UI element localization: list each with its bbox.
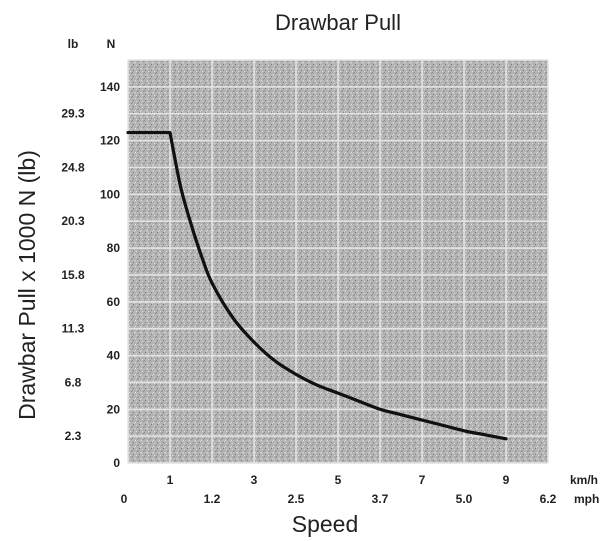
x-kmh-tick-labels: 1 3 5 7 9 (167, 473, 510, 487)
unit-kmh-label: km/h (570, 473, 598, 487)
chart-title: Drawbar Pull (275, 10, 401, 35)
x-mph-tick-label: 0 (121, 492, 128, 506)
unit-mph-label: mph (574, 492, 599, 506)
x-kmh-tick-label: 9 (503, 473, 510, 487)
x-kmh-tick-label: 5 (335, 473, 342, 487)
y-lb-tick-label: 2.3 (65, 429, 82, 443)
x-mph-tick-labels: 0 1.2 2.5 3.7 5.0 6.2 (121, 492, 557, 506)
y-tick-label: 40 (107, 349, 121, 363)
y-lb-tick-label: 24.8 (61, 160, 85, 174)
y-lb-tick-label: 15.8 (61, 268, 85, 282)
unit-lb-header: lb (68, 37, 79, 51)
x-mph-tick-label: 3.7 (372, 492, 389, 506)
y-tick-label: 120 (100, 134, 120, 148)
x-kmh-tick-label: 7 (419, 473, 426, 487)
y-tick-label: 140 (100, 80, 120, 94)
grid (127, 59, 549, 464)
x-mph-tick-label: 5.0 (456, 492, 473, 506)
y-tick-labels: 0 20 40 60 80 100 120 140 (100, 80, 120, 470)
y-lb-tick-label: 29.3 (61, 107, 85, 121)
series-line (126, 130, 508, 441)
x-axis-label: Speed (292, 511, 359, 537)
y-lb-tick-label: 20.3 (61, 214, 85, 228)
y-tick-label: 60 (107, 295, 121, 309)
x-mph-tick-label: 1.2 (204, 492, 221, 506)
unit-n-header: N (107, 37, 116, 51)
x-mph-tick-label: 6.2 (540, 492, 557, 506)
x-mph-tick-label: 2.5 (288, 492, 305, 506)
y-tick-label: 80 (107, 241, 121, 255)
y-tick-label: 20 (107, 402, 121, 416)
y-axis-label: Drawbar Pull x 1000 N (lb) (14, 150, 40, 420)
y-lb-tick-label: 11.3 (62, 322, 85, 336)
y-lb-tick-label: 6.8 (65, 375, 82, 389)
y-tick-label: 0 (113, 456, 120, 470)
x-kmh-tick-label: 1 (167, 473, 174, 487)
x-kmh-tick-label: 3 (251, 473, 258, 487)
y-tick-label: 100 (100, 187, 120, 201)
y-lb-tick-labels: 2.3 6.8 11.3 15.8 20.3 24.8 29.3 (61, 107, 85, 443)
